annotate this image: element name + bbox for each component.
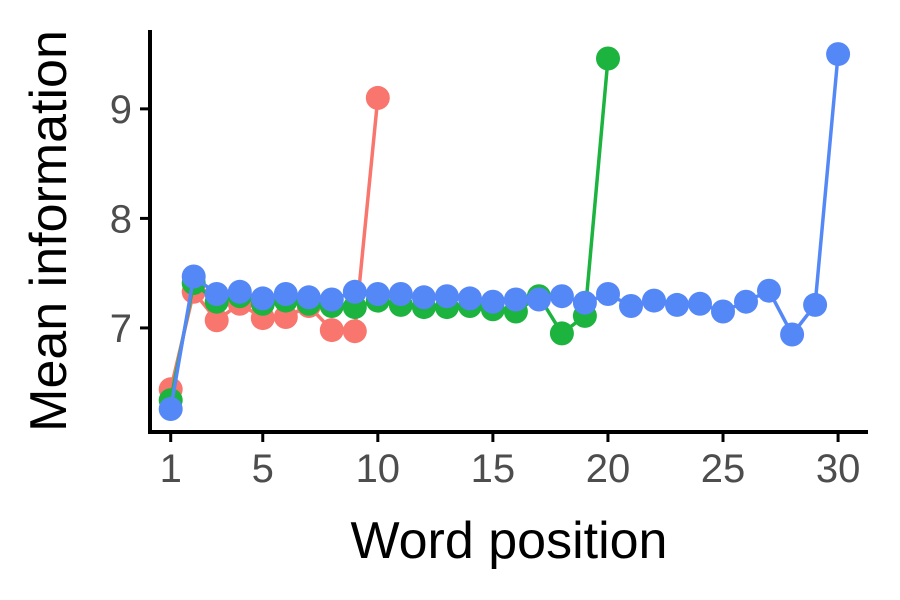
x-tick-label: 15 bbox=[471, 447, 516, 491]
series-1-point bbox=[365, 85, 390, 110]
series-3-point bbox=[757, 278, 781, 303]
x-tick-label: 25 bbox=[701, 447, 746, 491]
series-3-point bbox=[250, 286, 275, 311]
series-3-point bbox=[549, 284, 574, 309]
x-tick-label: 30 bbox=[816, 447, 861, 491]
series-3-point bbox=[181, 264, 206, 289]
series-2-point bbox=[549, 321, 574, 346]
y-tick-label: 7 bbox=[110, 307, 132, 351]
series-3-point bbox=[619, 294, 643, 318]
x-axis-title: Word position bbox=[351, 512, 668, 570]
series-1-point bbox=[273, 305, 298, 329]
series-2-line bbox=[168, 58, 610, 401]
series-1-point bbox=[319, 318, 344, 343]
series-3-point bbox=[503, 287, 528, 312]
series-3-point bbox=[388, 282, 413, 306]
series-3-point bbox=[572, 290, 597, 315]
series-3-point bbox=[365, 282, 390, 306]
series-3-point bbox=[204, 282, 229, 306]
x-tick-label: 10 bbox=[356, 447, 401, 491]
series-3-point bbox=[273, 282, 298, 306]
series-3-point bbox=[780, 322, 805, 347]
series-3 bbox=[158, 42, 851, 421]
series-3-point bbox=[319, 287, 344, 312]
series-3-point bbox=[711, 299, 735, 324]
series-3-point bbox=[642, 288, 666, 313]
y-tick-label: 9 bbox=[110, 88, 132, 132]
y-tick-label: 8 bbox=[110, 197, 132, 241]
series-2 bbox=[158, 46, 620, 413]
series-3-point bbox=[434, 284, 459, 309]
series-3-point bbox=[227, 279, 252, 304]
series-3-point bbox=[596, 282, 620, 306]
series-3-point bbox=[526, 287, 551, 312]
series-3-point bbox=[296, 285, 321, 310]
series-3-point bbox=[665, 292, 689, 317]
axis-lines bbox=[148, 30, 868, 434]
series-1-point bbox=[342, 319, 367, 344]
series-layer bbox=[158, 42, 851, 421]
series-1-point bbox=[204, 308, 229, 333]
series-3-point bbox=[411, 285, 436, 310]
x-tick-label: 5 bbox=[252, 447, 274, 491]
x-tick-label: 1 bbox=[160, 447, 182, 491]
series-2-point bbox=[596, 46, 620, 71]
series-3-point bbox=[480, 289, 505, 314]
y-axis-title: Mean information bbox=[20, 30, 78, 432]
series-3-point bbox=[803, 292, 828, 317]
series-1 bbox=[158, 85, 390, 402]
series-3-line bbox=[168, 53, 840, 410]
series-3-point bbox=[457, 286, 482, 311]
series-3-point bbox=[688, 291, 712, 316]
series-1-line bbox=[168, 97, 380, 390]
x-tick-label: 20 bbox=[586, 447, 631, 491]
series-3-point bbox=[734, 289, 758, 314]
series-3-point bbox=[826, 42, 851, 67]
series-3-point bbox=[342, 279, 367, 304]
series-3-point bbox=[158, 397, 183, 421]
